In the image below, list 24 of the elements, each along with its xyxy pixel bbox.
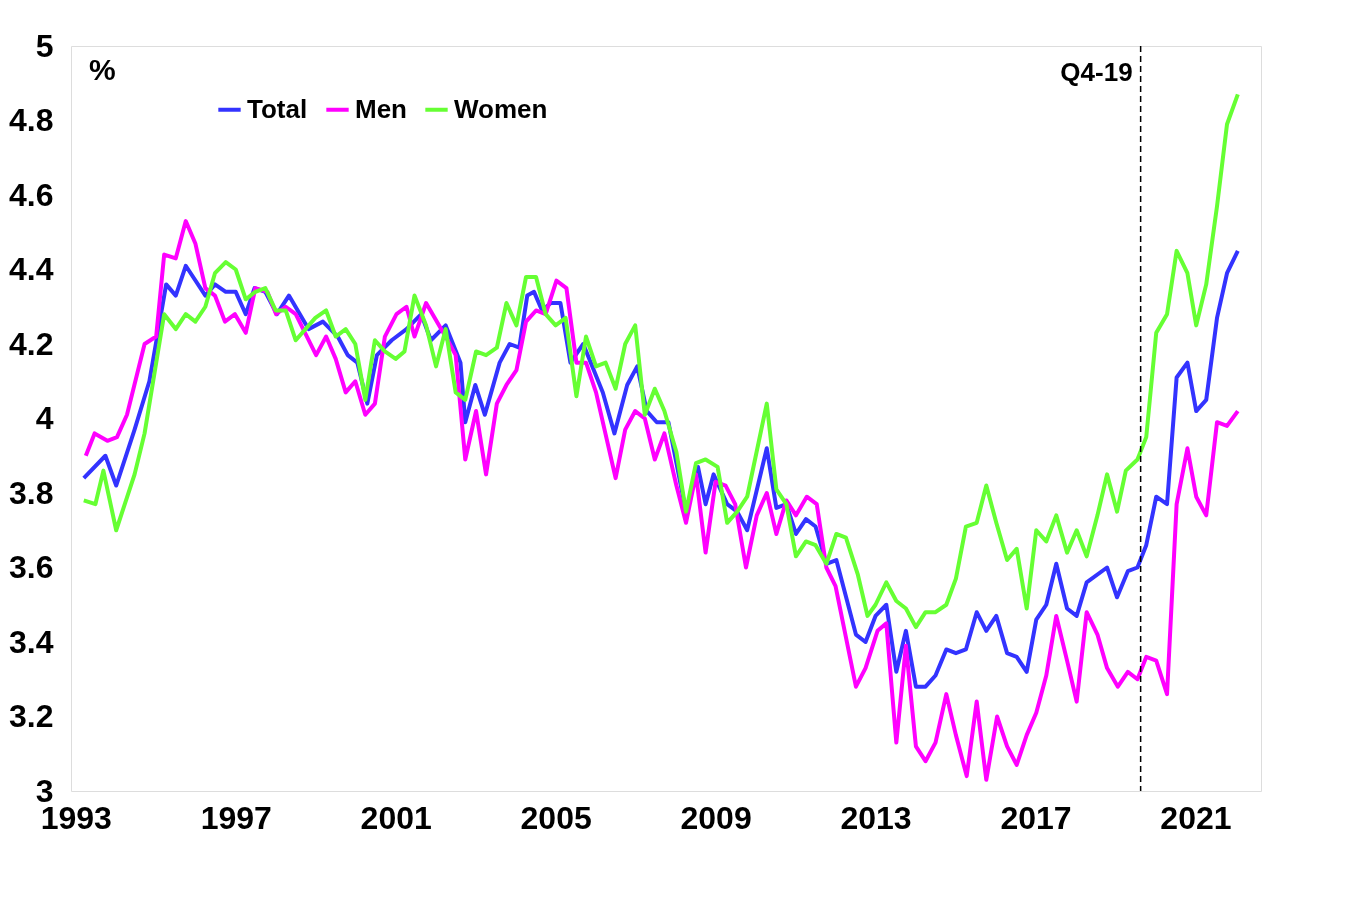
x-tick-label: 1997 — [200, 799, 272, 836]
legend-label: Total — [247, 93, 308, 124]
x-tick-label: 2009 — [680, 799, 752, 836]
ref-line-label: Q4-19 — [1060, 57, 1133, 87]
x-tick-label: 2001 — [360, 799, 432, 836]
line-series — [81, 92, 1240, 630]
x-tick-label: 2017 — [1000, 799, 1072, 836]
y-tick-label: 4.4 — [9, 251, 54, 287]
legend-label: Women — [454, 93, 548, 124]
line-series — [83, 219, 1240, 782]
x-tick-label: 2013 — [840, 799, 912, 836]
x-tick-label: 2021 — [1160, 799, 1232, 836]
y-tick-label: 4.8 — [9, 102, 54, 138]
x-tick-label: 2005 — [520, 799, 592, 836]
y-tick-label: 3.8 — [9, 474, 54, 511]
legend-label: Men — [355, 93, 407, 124]
y-tick-label: 5 — [35, 27, 54, 64]
y-tick-label: 4.6 — [9, 176, 54, 213]
y-tick-label: 4.2 — [9, 325, 54, 362]
y-tick-label: 3.2 — [9, 698, 54, 734]
y-axis-title: % — [89, 53, 116, 86]
y-tick-label: 3.4 — [9, 623, 54, 660]
y-tick-label: 3.6 — [9, 549, 54, 585]
y-tick-label: 4 — [35, 400, 54, 436]
